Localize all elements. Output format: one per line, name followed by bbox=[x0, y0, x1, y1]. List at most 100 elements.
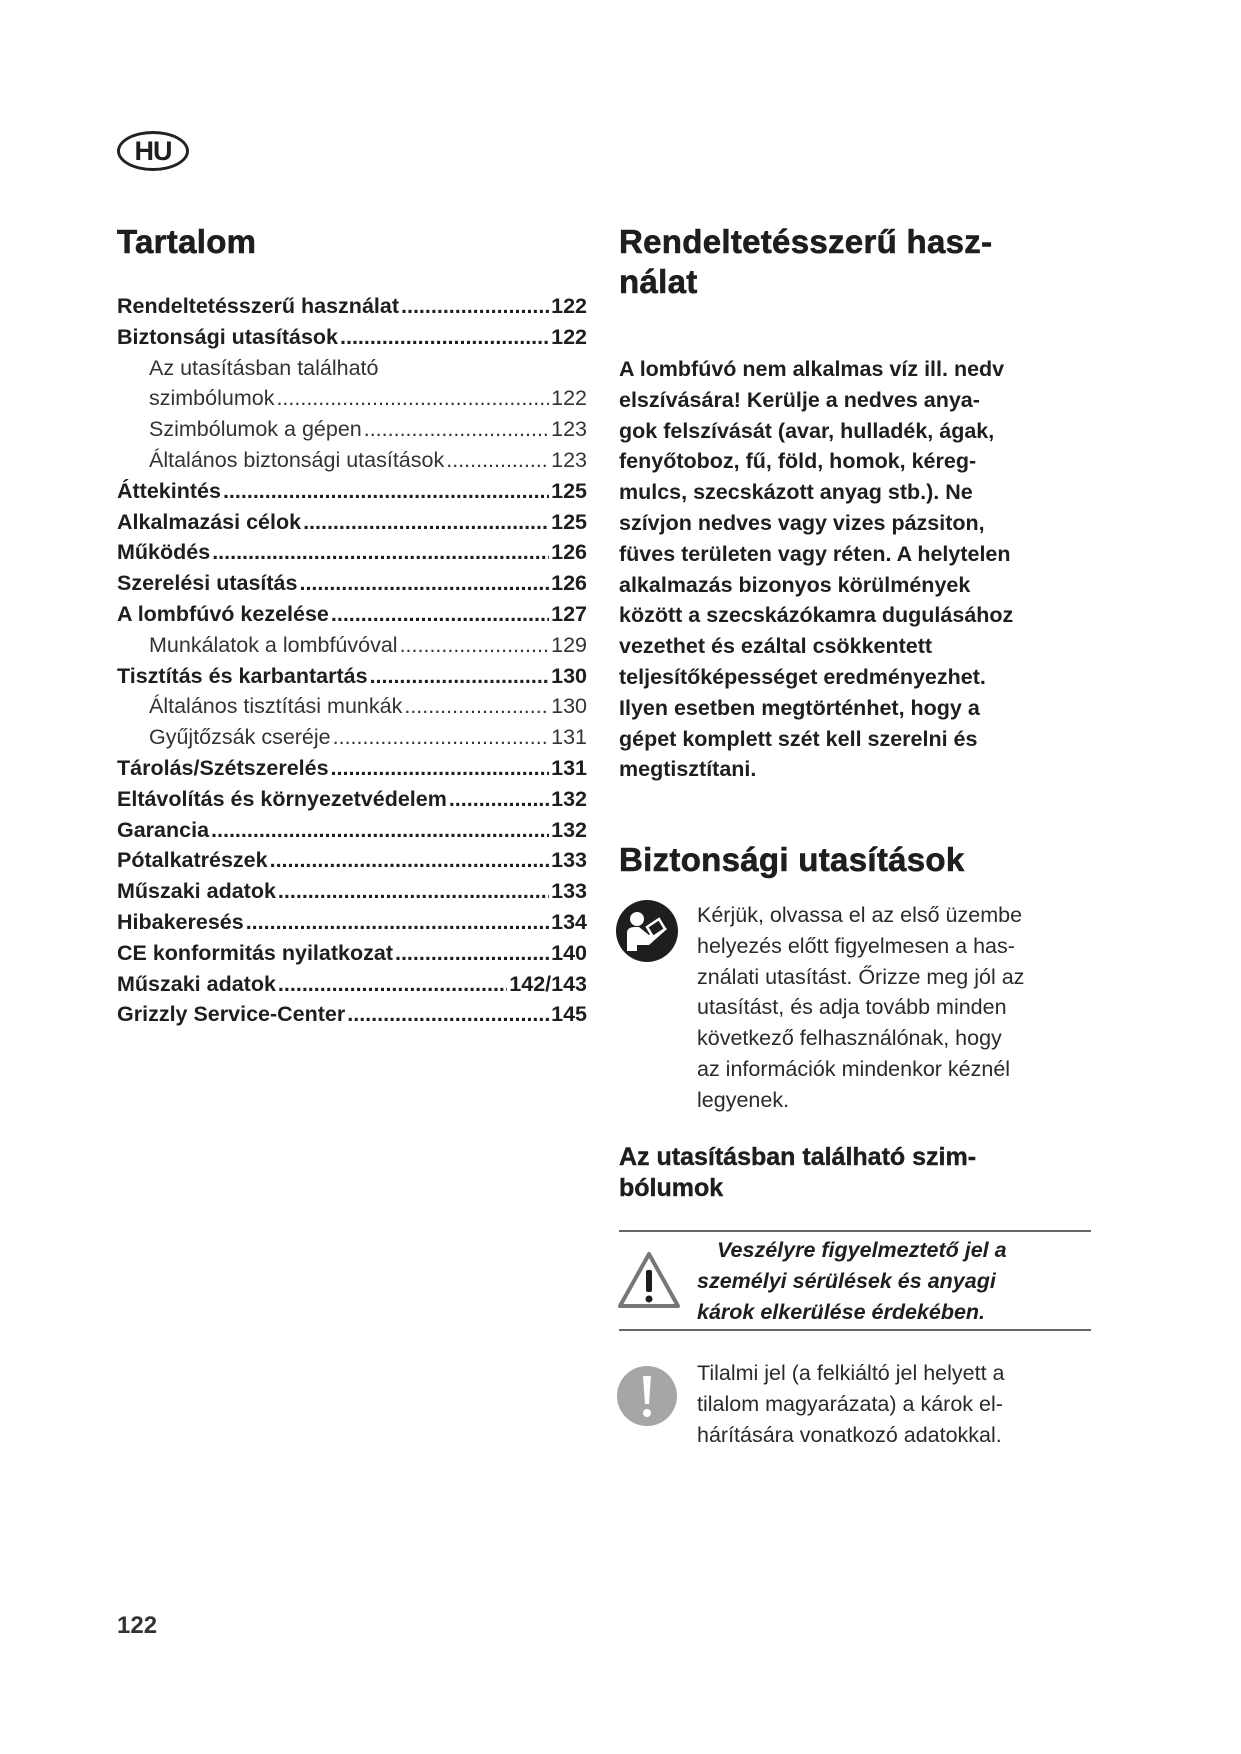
dot-leader bbox=[404, 691, 549, 722]
text-line: fenyőtoboz, fű, föld, homok, kéreg- bbox=[619, 449, 977, 474]
safety-title: Biztonsági utasítások bbox=[619, 841, 965, 879]
divider bbox=[619, 1329, 1091, 1331]
toc-entry[interactable]: Tárolás/Szétszerelés 131 bbox=[117, 753, 587, 784]
text-line: elszívására! Kerülje a nedves anya- bbox=[619, 387, 980, 412]
toc-entry-page: 127 bbox=[551, 601, 587, 626]
toc-entry-page: 131 bbox=[551, 755, 587, 780]
dot-leader bbox=[364, 414, 549, 445]
toc-entry-label: Garancia bbox=[117, 817, 210, 842]
toc-entry-page: 130 bbox=[551, 694, 587, 719]
read-manual-text: Kérjük, olvassa el az első üzembe helyezé… bbox=[697, 900, 1024, 1116]
toc-entry-label: Működés bbox=[117, 540, 211, 565]
text-line: füves területen vagy réten. A helytelen bbox=[619, 541, 1011, 566]
dot-leader bbox=[340, 322, 549, 353]
language-badge: HU bbox=[117, 131, 189, 171]
toc-entry[interactable]: Szimbólumok a gépen 123 bbox=[117, 414, 587, 445]
toc-entry[interactable]: Pótalkatrészek 133 bbox=[117, 845, 587, 876]
text-line: helyezés előtt figyelmesen a has- bbox=[697, 933, 1015, 958]
dot-leader bbox=[401, 291, 549, 322]
toc-entry-page: 123 bbox=[551, 417, 587, 442]
title-line: Az utasításban található szim- bbox=[619, 1143, 977, 1171]
toc-entry[interactable]: Az utasításban található bbox=[117, 353, 587, 384]
toc-entry[interactable]: Szerelési utasítás 126 bbox=[117, 568, 587, 599]
toc-entry[interactable]: Működés 126 bbox=[117, 537, 587, 568]
toc-entry[interactable]: Gyűjtőzsák cseréje 131 bbox=[117, 722, 587, 753]
toc-entry-label: Munkálatok a lombfúvóval bbox=[149, 632, 398, 657]
toc-entry-page: 140 bbox=[551, 940, 587, 965]
toc-entry[interactable]: A lombfúvó kezelése 127 bbox=[117, 599, 587, 630]
toc-entry-page: 131 bbox=[551, 725, 587, 750]
text-line: alkalmazás bizonyos körülmények bbox=[619, 572, 971, 597]
toc-entry-label: Szerelési utasítás bbox=[117, 571, 298, 596]
toc-entry-label: CE konformitás nyilatkozat bbox=[117, 940, 393, 965]
toc-entry-label: Áttekintés bbox=[117, 478, 221, 503]
intended-use-title: Rendeltetésszerű hasz- nálat bbox=[619, 222, 993, 302]
toc-entry[interactable]: CE konformitás nyilatkozat 140 bbox=[117, 938, 587, 969]
toc-entry-page: 130 bbox=[551, 663, 587, 688]
toc-entry-label: szimbólumok bbox=[149, 386, 275, 411]
toc-entry-label: Grizzly Service-Center bbox=[117, 1002, 346, 1027]
toc-entry[interactable]: Általános biztonsági utasítások 123 bbox=[117, 445, 587, 476]
toc-entry-page: 133 bbox=[551, 848, 587, 873]
text-line: Ilyen esetben megtörténhet, hogy a bbox=[619, 695, 980, 720]
intended-use-body: A lombfúvó nem alkalmas víz ill. nedv els… bbox=[619, 354, 1013, 785]
text-line: károk elkerülése érdekében. bbox=[697, 1299, 986, 1324]
toc-entry[interactable]: Biztonsági utasítások 122 bbox=[117, 322, 587, 353]
text-line: gok felszívását (avar, hulladék, ágak, bbox=[619, 418, 995, 443]
toc-entry[interactable]: Grizzly Service-Center 145 bbox=[117, 999, 587, 1030]
title-line: bólumok bbox=[619, 1174, 724, 1202]
toc-entry-page: 129 bbox=[551, 632, 587, 657]
toc-entry-page: 134 bbox=[551, 909, 587, 934]
dot-leader bbox=[211, 815, 549, 846]
toc-entry[interactable]: Garancia 132 bbox=[117, 815, 587, 846]
toc-entry[interactable]: Hibakeresés 134 bbox=[117, 907, 587, 938]
toc-entry-page: 122 bbox=[551, 324, 587, 349]
warning-triangle-icon bbox=[618, 1252, 680, 1308]
toc-entry-page: 142/143 bbox=[509, 971, 587, 996]
dot-leader bbox=[395, 938, 549, 969]
toc-entry-page: 126 bbox=[551, 540, 587, 565]
dot-leader bbox=[331, 753, 550, 784]
toc-entry-label: Műszaki adatok bbox=[117, 879, 276, 904]
text-line: tilalom magyarázata) a károk el- bbox=[697, 1391, 1003, 1416]
text-line: ználati utasítást. Őrizze meg jól az bbox=[697, 964, 1025, 989]
title-line: Rendeltetésszerű hasz- bbox=[619, 223, 993, 261]
toc-entry-page: 122 bbox=[551, 294, 587, 318]
toc-entry[interactable]: Eltávolítás és környezetvédelem 132 bbox=[117, 784, 587, 815]
toc-entry-page: 132 bbox=[551, 786, 587, 811]
toc-entry-page: 145 bbox=[551, 1002, 587, 1027]
toc-entry[interactable]: Munkálatok a lombfúvóval 129 bbox=[117, 630, 587, 661]
toc-entry-label: Pótalkatrészek bbox=[117, 848, 268, 873]
dot-leader bbox=[333, 722, 549, 753]
toc-entry-label: Gyűjtőzsák cseréje bbox=[149, 725, 331, 750]
dot-leader bbox=[370, 661, 550, 692]
text-line: Veszélyre figyelmeztető jel a bbox=[717, 1238, 1007, 1262]
toc-entry[interactable]: Alkalmazási célok 125 bbox=[117, 507, 587, 538]
dot-leader bbox=[212, 537, 549, 568]
toc-entry-label: A lombfúvó kezelése bbox=[117, 601, 329, 626]
toc-entry[interactable]: Tisztítás és karbantartás 130 bbox=[117, 661, 587, 692]
toc-entry-label: Tárolás/Szétszerelés bbox=[117, 755, 329, 780]
toc-entry-label: Rendeltetésszerű használat bbox=[117, 294, 399, 318]
toc-entry-label: Általános tisztítási munkák bbox=[149, 694, 403, 719]
dot-leader bbox=[278, 876, 549, 907]
text-line: hárítására vonatkozó adatokkal. bbox=[697, 1422, 1002, 1447]
title-line: nálat bbox=[619, 263, 698, 301]
text-line: gépet komplett szét kell szerelni és bbox=[619, 726, 978, 751]
toc-entry-label: Hibakeresés bbox=[117, 909, 244, 934]
toc-entry-label: Eltávolítás és környezetvédelem bbox=[117, 786, 447, 811]
toc-entry[interactable]: Általános tisztítási munkák 130 bbox=[117, 691, 587, 722]
dot-leader bbox=[347, 999, 549, 1030]
toc-entry-page: 125 bbox=[551, 509, 587, 534]
toc-entry[interactable]: Áttekintés 125 bbox=[117, 476, 587, 507]
toc-entry-label: Alkalmazási célok bbox=[117, 509, 302, 534]
toc-entry[interactable]: szimbólumok 122 bbox=[117, 383, 587, 414]
toc-entry[interactable]: Műszaki adatok 133 bbox=[117, 876, 587, 907]
toc-entry[interactable]: Műszaki adatok 142/143 bbox=[117, 969, 587, 1000]
toc-entry-label: Általános biztonsági utasítások bbox=[149, 447, 445, 472]
read-manual-icon bbox=[616, 900, 678, 962]
toc-entry[interactable]: Rendeltetésszerű használat 122 bbox=[117, 291, 587, 322]
text-line: Tilalmi jel (a felkiáltó jel helyett a bbox=[697, 1361, 1005, 1385]
dot-leader bbox=[446, 445, 549, 476]
table-of-contents: Rendeltetésszerű használat122Biztonsági … bbox=[117, 291, 587, 1030]
